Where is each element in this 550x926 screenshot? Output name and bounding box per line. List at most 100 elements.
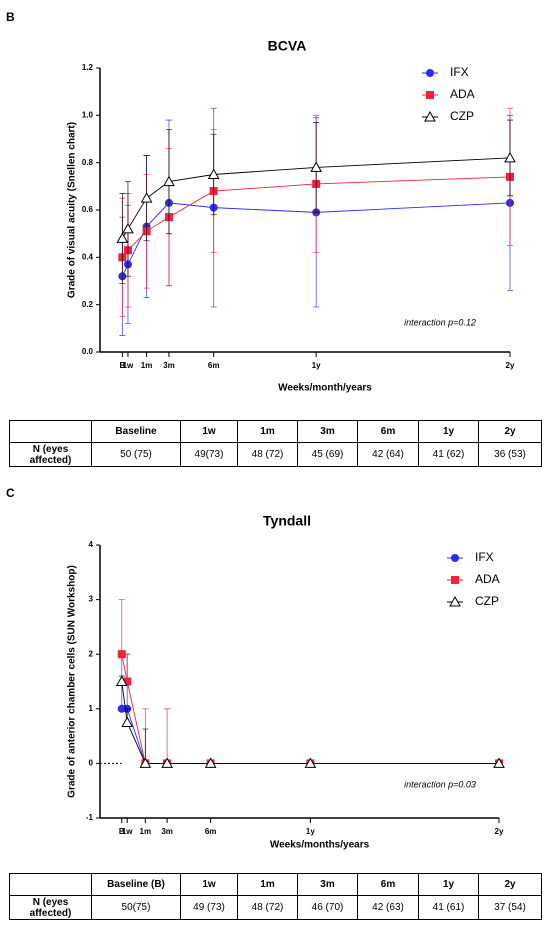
cell: 49 (73) <box>180 895 238 920</box>
data-row: N (eyes affected) 50 (75) 49(73) 48 (72) 45 … <box>9 442 542 467</box>
data-point <box>115 675 128 686</box>
column-header: Baseline (B) <box>91 873 181 896</box>
column-header: 6m <box>357 420 419 443</box>
legend-label: IFX <box>450 65 469 79</box>
cell: 45 (69) <box>297 442 358 467</box>
legend-label: IFX <box>475 550 494 564</box>
error-bar <box>124 653 131 682</box>
data-point <box>310 161 323 172</box>
x-tick-label: 6m <box>205 827 217 836</box>
data-point <box>163 175 175 187</box>
cell: 41 (62) <box>418 442 479 467</box>
column-header: 3m <box>297 873 358 896</box>
column-header: 1w <box>180 873 238 896</box>
legend-label: CZP <box>450 109 474 123</box>
y-tick-label: 2 <box>89 649 94 658</box>
y-tick-label: 0.6 <box>82 205 94 214</box>
y-tick-label: 1.2 <box>82 63 94 72</box>
chart-title: BCVA <box>268 38 307 54</box>
table: Baseline (B) 1w 1m 3m 6m 1y 2y N (eyes affected… <box>9 873 542 920</box>
data-point <box>493 757 505 768</box>
x-tick-label: 1m <box>141 361 153 370</box>
column-header: Baseline <box>91 420 181 443</box>
legend-label: ADA <box>450 87 475 101</box>
corner-cell <box>9 420 92 443</box>
column-header: 1w <box>180 420 238 443</box>
legend-label: ADA <box>475 572 500 586</box>
series-line <box>121 681 499 764</box>
annotation: interaction p=0.12 <box>404 317 476 327</box>
cell: 50 (75) <box>91 442 181 467</box>
x-tick-label: B <box>119 361 125 370</box>
legend-marker <box>424 110 436 122</box>
legend-marker <box>426 91 434 99</box>
corner-cell <box>9 873 92 896</box>
y-tick-label: 0.4 <box>82 252 94 261</box>
legend-marker <box>426 69 434 77</box>
cell: 48 (72) <box>237 895 298 920</box>
data-point <box>139 757 152 768</box>
legend-marker <box>449 595 461 607</box>
data-point <box>140 192 153 203</box>
data-point <box>117 650 126 659</box>
x-axis-label: Weeks/month/years <box>278 383 372 394</box>
legend-marker <box>451 554 459 562</box>
y-tick-label: 4 <box>89 540 94 549</box>
data-point <box>121 716 134 727</box>
x-tick-label: B <box>119 827 125 836</box>
column-header: 1y <box>418 873 479 896</box>
data-point <box>161 757 173 768</box>
table: Baseline 1w 1m 3m 6m 1y 2y N (eyes affected) 50 … <box>9 420 542 467</box>
error-bar <box>164 708 171 764</box>
series-line <box>121 654 499 764</box>
y-tick-label: 0.0 <box>82 347 94 356</box>
x-tick-label: 1w <box>122 827 133 836</box>
header-row: Baseline 1w 1m 3m 6m 1y 2y <box>9 420 542 443</box>
data-point <box>304 757 317 768</box>
column-header: 1m <box>237 873 298 896</box>
column-header: 1m <box>237 420 298 443</box>
cell: 37 (54) <box>478 895 542 920</box>
cell: 41 (61) <box>418 895 479 920</box>
cell: 42 (64) <box>357 442 419 467</box>
column-header: 6m <box>357 873 419 896</box>
row-label: N (eyes affected) <box>9 895 92 920</box>
panel-label: C <box>6 486 15 500</box>
y-tick-label: 0.2 <box>82 300 94 309</box>
x-tick-label: 2y <box>506 361 515 370</box>
y-tick-label: 0 <box>89 759 94 768</box>
x-tick-label: 6m <box>208 361 220 370</box>
error-bar <box>118 599 125 655</box>
cell: 48 (72) <box>237 442 298 467</box>
column-header: 2y <box>478 873 542 896</box>
data-point <box>123 677 132 686</box>
x-tick-label: 3m <box>163 361 175 370</box>
x-tick-label: 1y <box>306 827 315 836</box>
data-point <box>122 222 134 234</box>
x-tick-label: 2y <box>495 827 504 836</box>
series-line <box>121 708 499 764</box>
column-header: 2y <box>478 420 542 443</box>
data-point <box>204 757 217 768</box>
row-label: N (eyes affected) <box>9 442 92 467</box>
y-tick-label: 3 <box>89 595 94 604</box>
x-axis-label: Weeks/months/years <box>270 840 370 851</box>
y-tick-label: -1 <box>86 813 94 822</box>
y-axis-label: Grade of visual acuity (Snellen chart) <box>67 122 78 298</box>
cell: 36 (53) <box>478 442 542 467</box>
x-tick-label: 1y <box>312 361 321 370</box>
header-row: Baseline (B) 1w 1m 3m 6m 1y 2y <box>9 873 542 896</box>
y-tick-label: 0.8 <box>82 158 94 167</box>
chart-title: Tyndall <box>263 513 311 529</box>
y-tick-label: 1.0 <box>82 110 94 119</box>
x-tick-label: 3m <box>161 827 173 836</box>
x-tick-label: 1w <box>123 361 134 370</box>
panel-label: B <box>6 10 15 24</box>
cell: 42 (63) <box>357 895 419 920</box>
legend-label: CZP <box>475 594 499 608</box>
data-point <box>207 168 220 179</box>
column-header: 1y <box>418 420 479 443</box>
x-tick-label: 1m <box>140 827 152 836</box>
data-point <box>116 232 129 243</box>
